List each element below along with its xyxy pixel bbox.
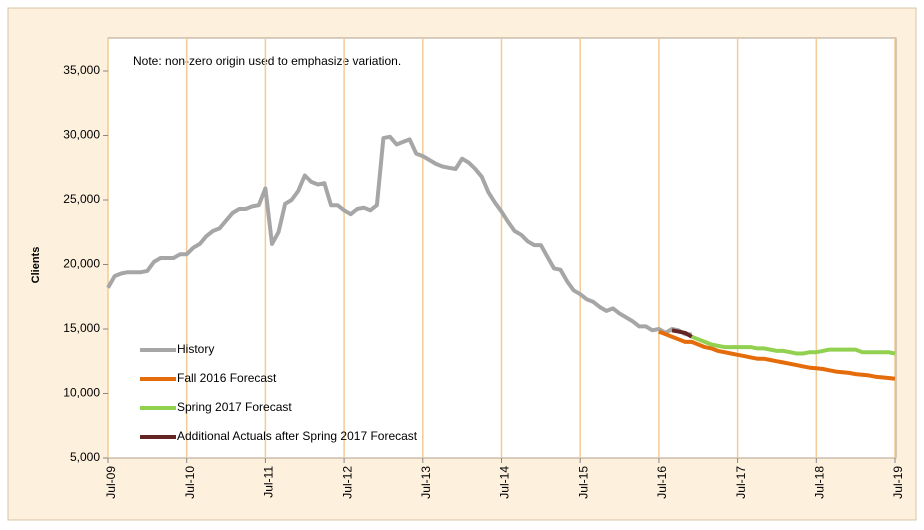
x-tick-label: Jul-18 [812, 466, 826, 499]
annotation: Note: non-zero origin used to emphasize … [133, 54, 401, 68]
x-tick-label: Jul-14 [498, 466, 512, 499]
x-tick-label: Jul-16 [655, 466, 669, 499]
x-tick-label: Jul-11 [262, 466, 276, 498]
y-tick-label: 30,000 [63, 128, 100, 142]
y-tick-label: 35,000 [63, 63, 100, 77]
y-tick-label: 10,000 [63, 386, 100, 400]
x-tick-label: Jul-09 [104, 466, 118, 499]
y-tick-label: 15,000 [63, 321, 100, 335]
series-line [671, 328, 693, 339]
series-line [690, 334, 896, 356]
legend-label: History [177, 342, 214, 356]
legend-label: Spring 2017 Forecast [177, 400, 292, 414]
series-line [658, 329, 896, 381]
x-tick-label: Jul-13 [419, 466, 433, 499]
x-tick-label: Jul-17 [734, 466, 748, 499]
x-tick-label: Jul-15 [576, 466, 590, 499]
series-line [106, 134, 692, 337]
legend-label: Fall 2016 Forecast [177, 371, 277, 385]
x-tick-label: Jul-10 [183, 466, 197, 499]
x-tick-label: Jul-12 [340, 466, 354, 499]
y-tick-label: 25,000 [63, 192, 100, 206]
legend-label: Additional Actuals after Spring 2017 For… [177, 429, 418, 443]
y-tick-label: 20,000 [63, 257, 100, 271]
x-tick-label: Jul-19 [891, 466, 905, 499]
y-axis-label: Clients [30, 247, 42, 284]
y-tick-label: 5,000 [70, 450, 100, 464]
